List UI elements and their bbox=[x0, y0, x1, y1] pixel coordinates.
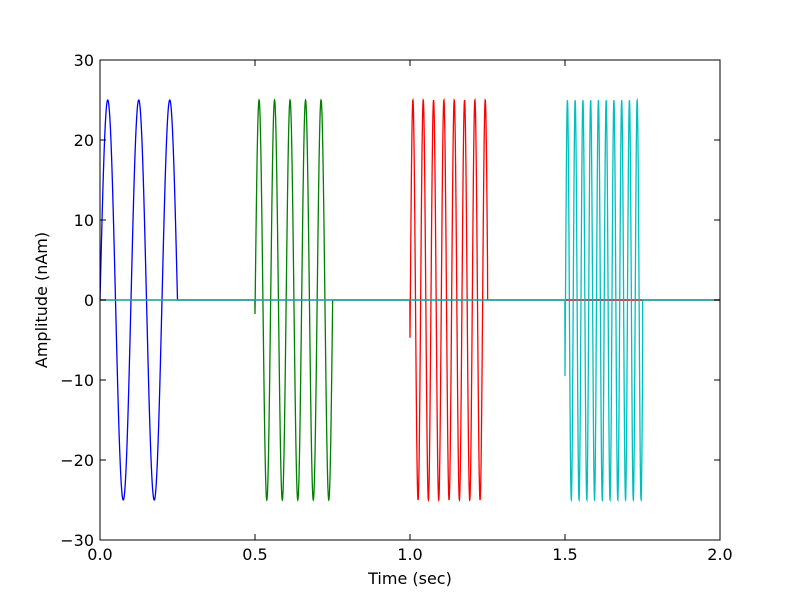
x-axis-label: Time (sec) bbox=[367, 569, 452, 588]
x-tick-label: 0.5 bbox=[242, 545, 267, 564]
x-tick-label: 2.0 bbox=[707, 545, 732, 564]
plot-lines bbox=[99, 97, 720, 503]
y-tick-label: 20 bbox=[74, 131, 94, 150]
y-tick-label: 0 bbox=[84, 291, 94, 310]
y-tick-label: −20 bbox=[60, 451, 94, 470]
y-tick-label: 30 bbox=[74, 51, 94, 70]
series-line-4 bbox=[100, 97, 720, 503]
y-tick-label: −30 bbox=[60, 531, 94, 550]
x-axis-ticks: 0.0 0.5 1.0 1.5 2.0 bbox=[87, 60, 733, 564]
y-axis-ticks: −30 −20 −10 0 10 20 30 bbox=[60, 51, 720, 550]
y-tick-label: −10 bbox=[60, 371, 94, 390]
x-tick-label: 1.5 bbox=[552, 545, 577, 564]
x-tick-label: 1.0 bbox=[397, 545, 422, 564]
x-tick-label: 0.0 bbox=[87, 545, 112, 564]
y-tick-label: 10 bbox=[74, 211, 94, 230]
y-axis-label: Amplitude (nAm) bbox=[32, 232, 51, 368]
